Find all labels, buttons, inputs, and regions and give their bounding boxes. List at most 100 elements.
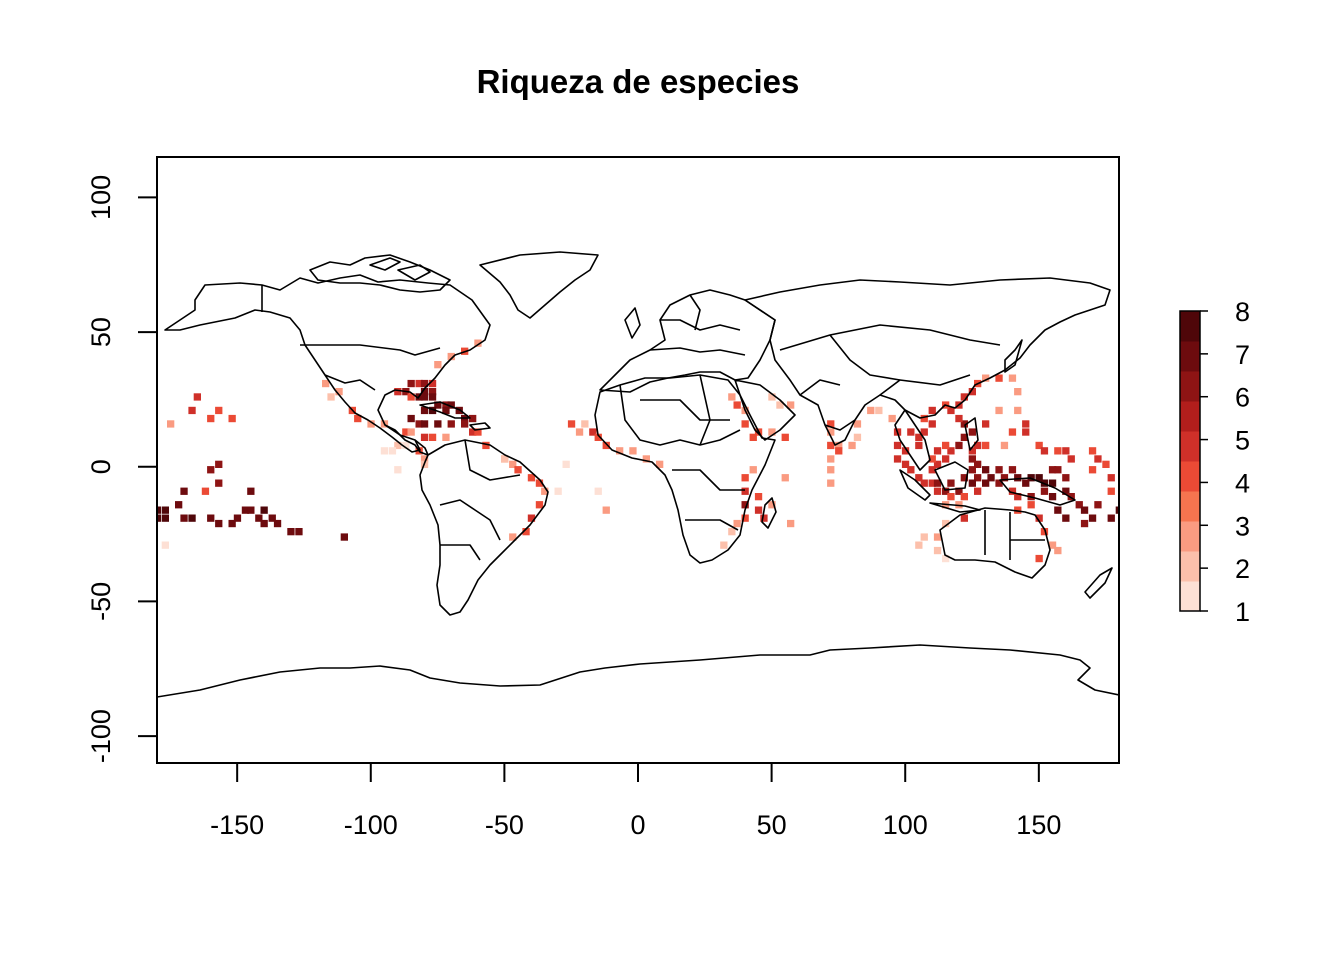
richness-cell <box>442 433 450 441</box>
richness-cell <box>1035 554 1043 563</box>
richness-cell <box>228 414 236 423</box>
richness-cell <box>1048 479 1057 487</box>
richness-cell <box>974 487 982 495</box>
legend-label: 8 <box>1235 297 1250 327</box>
richness-cell <box>327 393 335 401</box>
richness-cell <box>581 420 589 428</box>
richness-cell <box>1022 479 1030 487</box>
richness-cell <box>407 414 415 423</box>
richness-cell <box>1027 501 1035 509</box>
richness-cell <box>915 541 923 549</box>
richness-cell <box>995 466 1003 474</box>
richness-cell <box>394 441 402 450</box>
richness-cell <box>161 514 169 522</box>
richness-cell <box>1062 514 1070 522</box>
richness-cell <box>933 447 942 455</box>
richness-cell <box>482 441 490 450</box>
richness-cell <box>928 466 936 474</box>
richness-cell <box>167 420 175 428</box>
richness-cell <box>960 514 968 522</box>
richness-cell <box>754 493 763 501</box>
richness-cell <box>827 441 835 450</box>
richness-cell <box>1107 514 1115 522</box>
richness-cell <box>728 528 736 536</box>
richness-cell <box>233 514 242 522</box>
richness-cell <box>982 466 990 474</box>
richness-cell <box>827 455 835 463</box>
richness-cell <box>947 406 955 415</box>
richness-cell <box>402 441 410 450</box>
richness-cell <box>1048 493 1057 501</box>
legend-swatch <box>1180 401 1200 432</box>
landmass-borneo <box>934 461 969 491</box>
richness-cell <box>420 420 429 428</box>
richness-cell <box>161 506 169 514</box>
richness-cell <box>741 501 749 509</box>
richness-cell <box>901 460 910 468</box>
richness-cell <box>947 447 955 455</box>
richness-cell <box>215 406 223 415</box>
richness-cell <box>942 487 950 495</box>
richness-cell <box>787 519 795 528</box>
richness-cell <box>920 428 928 436</box>
richness-cell <box>434 401 442 409</box>
richness-cell <box>602 441 610 450</box>
landmass-hudson-islands <box>369 257 431 281</box>
richness-cell <box>255 514 263 522</box>
richness-cell <box>995 479 1003 487</box>
richness-cell <box>974 441 982 450</box>
richness-cell <box>928 479 936 487</box>
richness-cell <box>1115 506 1119 514</box>
richness-cell <box>733 401 741 409</box>
richness-cell <box>827 428 835 436</box>
richness-cell <box>1008 466 1017 474</box>
richness-cell <box>535 479 544 487</box>
landmass-indochina <box>894 409 931 471</box>
legend-swatch <box>1180 371 1200 402</box>
richness-cell <box>741 420 749 428</box>
richness-cell <box>928 455 936 463</box>
richness-cell <box>268 514 276 522</box>
richness-cell <box>827 420 835 428</box>
richness-cell <box>960 433 968 441</box>
landmass-cuba <box>419 401 471 419</box>
richness-cell <box>260 519 268 528</box>
x-tick-label: 0 <box>630 810 645 840</box>
landmass-madagascar <box>761 497 777 529</box>
richness-cell <box>749 466 757 474</box>
y-tick-label: -50 <box>86 582 116 621</box>
richness-cell <box>955 441 963 450</box>
richness-cell <box>207 414 215 423</box>
richness-cell <box>1107 487 1115 495</box>
richness-cell <box>907 428 915 436</box>
richness-cell <box>955 487 963 495</box>
richness-cell <box>402 428 410 436</box>
richness-cell <box>474 428 482 436</box>
richness-cell <box>848 441 856 450</box>
richness-cell <box>893 455 902 463</box>
y-tick-label: 0 <box>86 459 116 474</box>
richness-cell <box>434 361 442 369</box>
landmass-new-guinea <box>999 477 1076 506</box>
richness-cell <box>1008 374 1017 382</box>
richness-cell <box>207 514 215 522</box>
richness-cell <box>527 474 536 482</box>
richness-cell <box>1008 487 1017 495</box>
landmass-asia <box>744 277 1111 446</box>
richness-cell <box>575 428 584 436</box>
y-axis: 100 50 0 -50 -100 <box>86 175 158 763</box>
richness-cell <box>594 487 602 495</box>
richness-cell <box>469 428 477 436</box>
richness-cell <box>616 447 624 455</box>
richness-cell <box>1040 487 1049 495</box>
richness-cell <box>982 441 990 450</box>
richness-cell <box>733 519 741 528</box>
richness-cell <box>907 466 915 474</box>
richness-cell <box>955 414 963 423</box>
y-tick-label: -100 <box>86 709 116 763</box>
richness-cell <box>509 533 517 541</box>
richness-cell <box>982 479 990 487</box>
richness-cell <box>394 388 402 396</box>
richness-cell <box>322 379 330 388</box>
